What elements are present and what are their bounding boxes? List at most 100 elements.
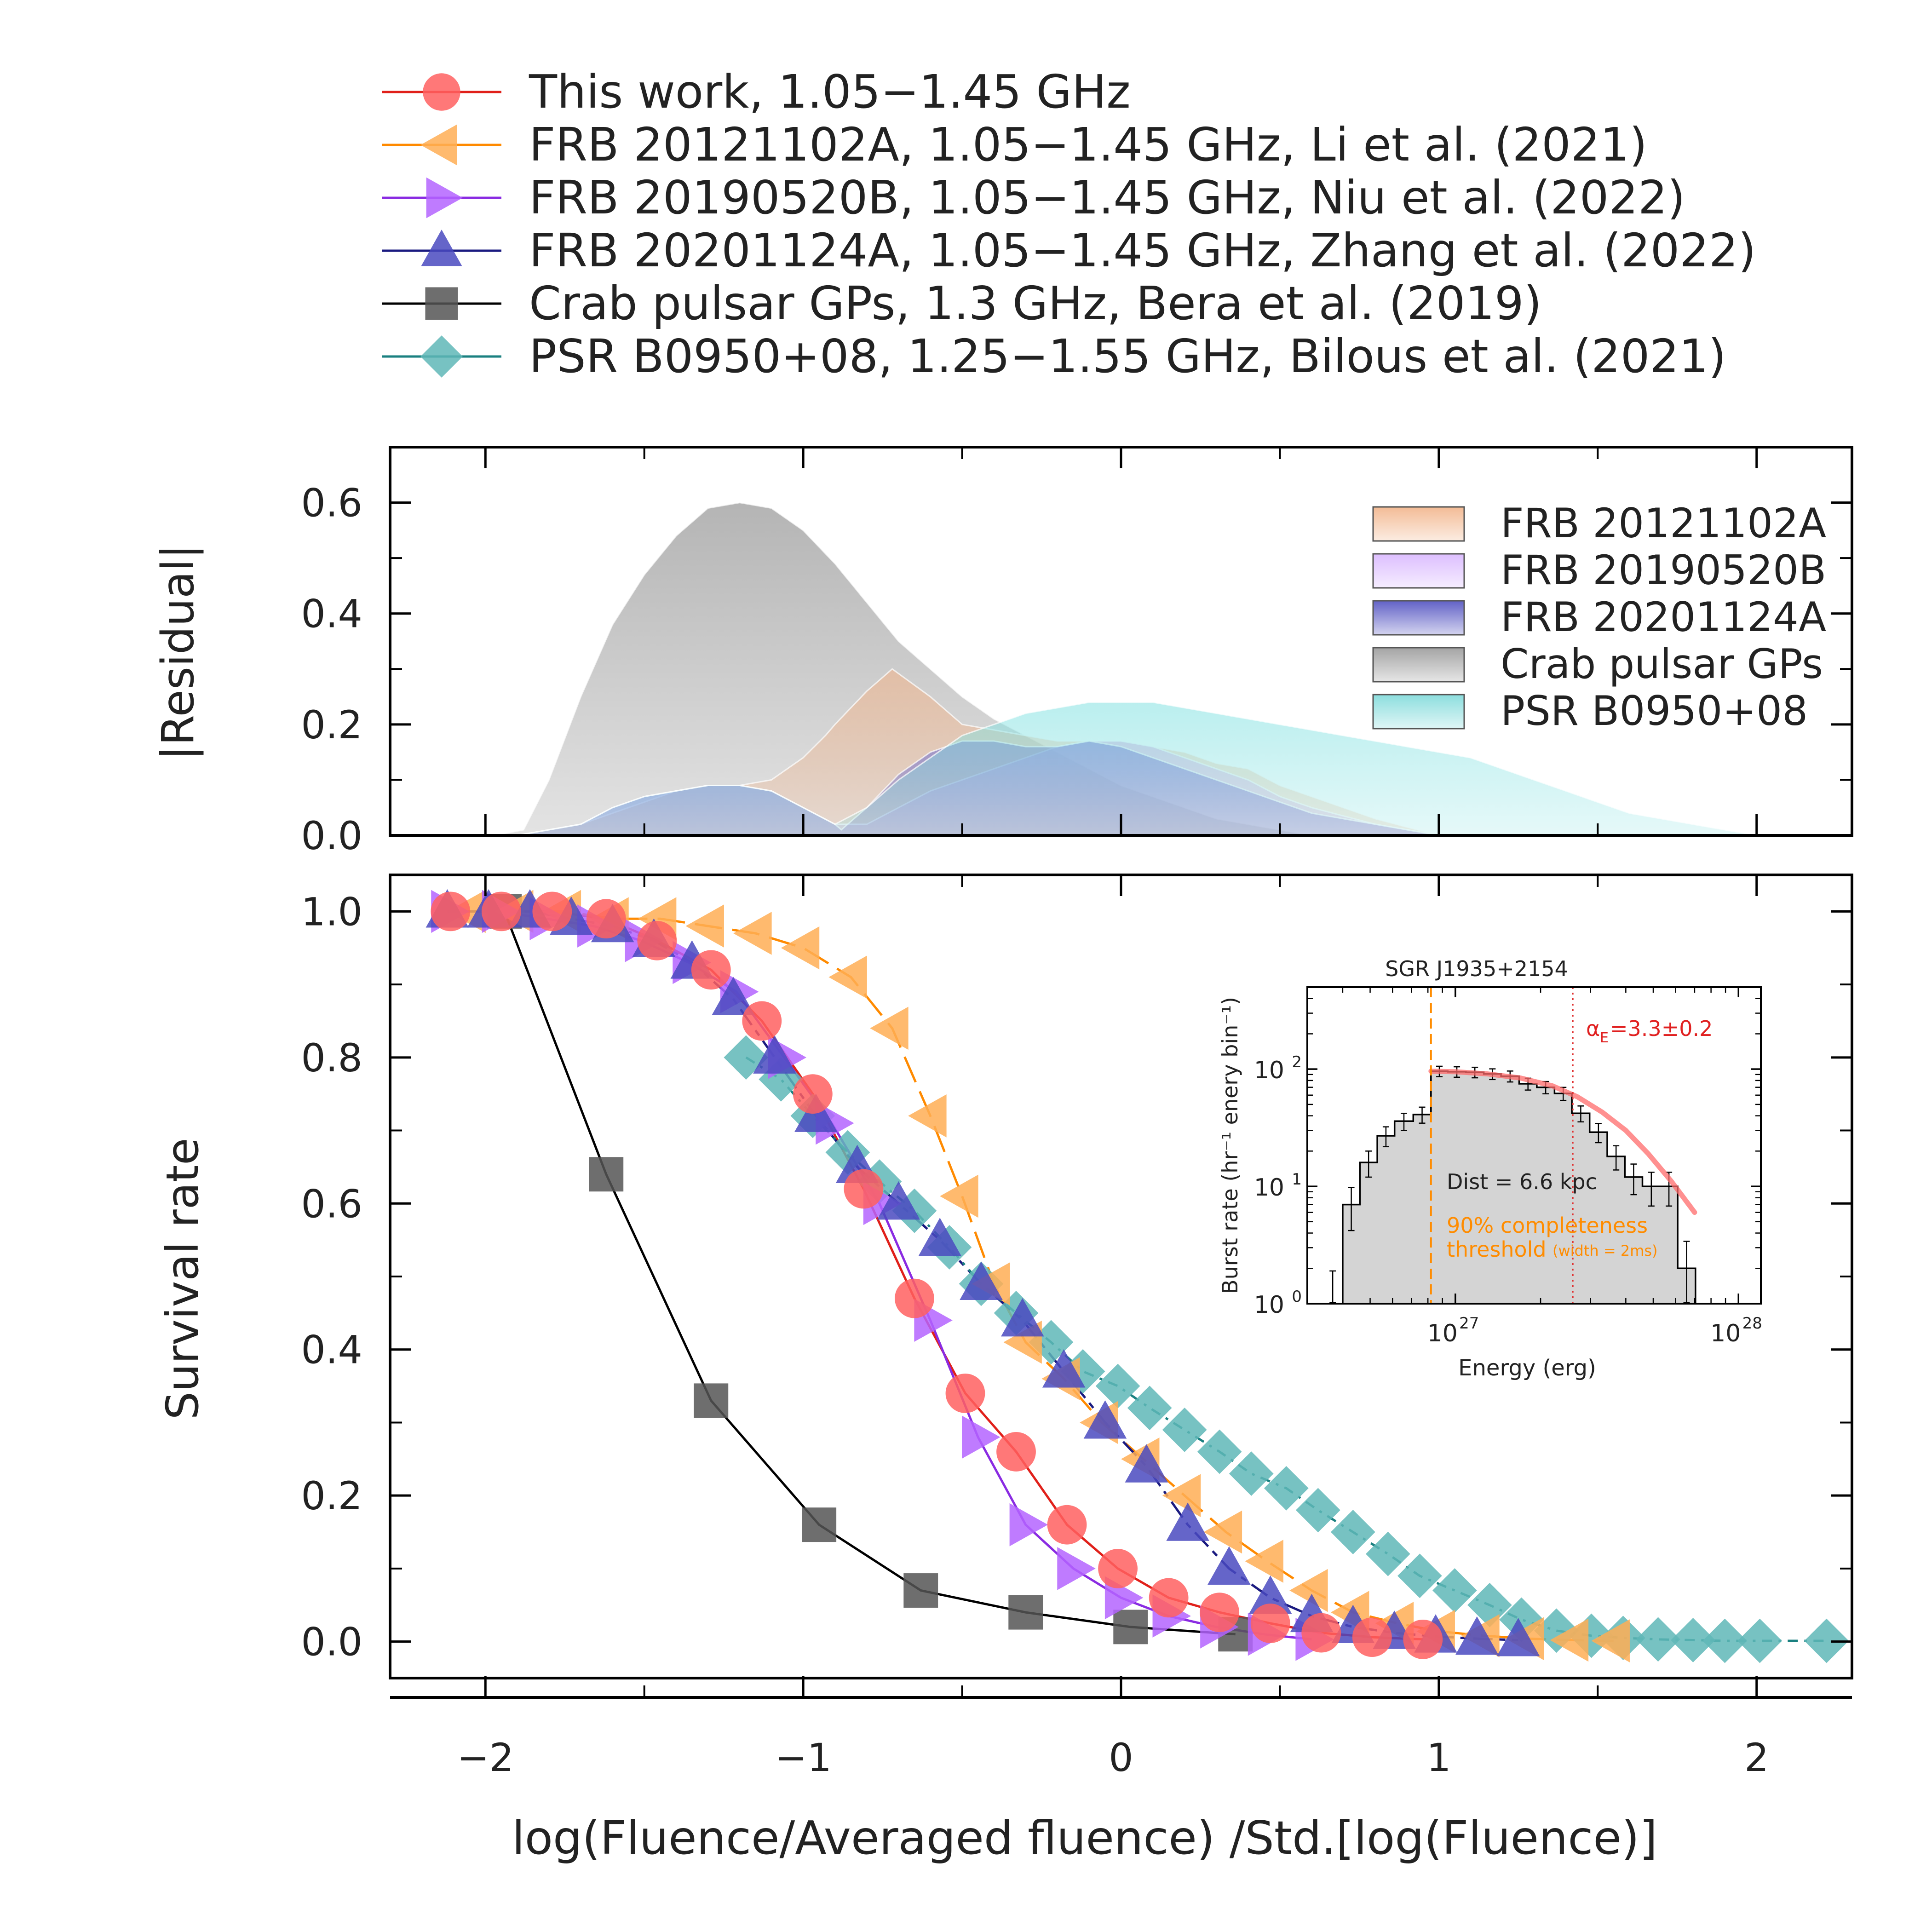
data-point-diamond [1534, 1608, 1579, 1653]
inset-y-tick-label: 10 [1254, 1174, 1284, 1202]
legend-label: FRB 20201124A, 1.05−1.45 GHz, Zhang et a… [529, 224, 1756, 277]
residual-legend-label: FRB 20190520B [1501, 546, 1826, 594]
completeness-annotation-line2: threshold [1447, 1237, 1547, 1262]
data-point-triangle-left [1162, 1474, 1201, 1517]
residual-y-tick-label: 0.0 [301, 813, 362, 858]
inset-y-tick-exponent: 2 [1292, 1053, 1302, 1071]
data-point-triangle-left [1289, 1569, 1328, 1612]
fit-curve [1428, 1069, 1697, 1215]
data-point-circle [742, 1001, 782, 1041]
data-point-triangle-up [1083, 1400, 1127, 1439]
alpha-annotation: α E =3.3±0.2 [1586, 1016, 1713, 1046]
data-point-square [1113, 1610, 1148, 1644]
data-point-diamond [1127, 1386, 1172, 1431]
data-point-square [903, 1573, 938, 1608]
alpha-symbol: α [1586, 1016, 1600, 1041]
residual-area-psr-b0950-08 [494, 702, 1757, 835]
survival-y-tick-label: 1.0 [301, 889, 362, 934]
distance-annotation: Dist = 6.6 kpc [1447, 1169, 1597, 1194]
data-point-circle [1098, 1549, 1138, 1588]
data-point-circle [945, 1374, 985, 1413]
legend-entry-frb-20121102a-1-05-1-45-ghz-li-et-al-2021: FRB 20121102A, 1.05−1.45 GHz, Li et al. … [382, 118, 1647, 172]
error-bar [1630, 1163, 1637, 1196]
legend-label: FRB 20121102A, 1.05−1.45 GHz, Li et al. … [529, 118, 1647, 172]
data-point-diamond [1264, 1466, 1309, 1511]
legend-marker-diamond [420, 335, 463, 378]
data-point-triangle-left [1203, 1510, 1242, 1554]
legend-label: FRB 20190520B, 1.05−1.45 GHz, Niu et al.… [529, 171, 1685, 224]
residual-legend-label: PSR B0950+08 [1501, 687, 1808, 735]
data-point-triangle-up [960, 1261, 1003, 1300]
data-point-circle [996, 1432, 1036, 1472]
data-point-diamond [1229, 1451, 1274, 1496]
data-point-diamond [1365, 1531, 1410, 1576]
data-point-square [694, 1383, 729, 1418]
x-tick-label: 0 [1109, 1735, 1133, 1780]
data-point-diamond [1499, 1597, 1544, 1642]
residual-panel: 0.00.20.40.6 |Residual| FRB 20121102AFRB… [152, 446, 1853, 858]
residual-legend-label: FRB 20121102A [1501, 500, 1826, 547]
data-point-circle [1250, 1604, 1290, 1643]
residual-legend-label: Crab pulsar GPs [1501, 640, 1823, 688]
series-markers-square [487, 894, 1253, 1652]
residual-legend-entry-frb-20201124a: FRB 20201124A [1372, 593, 1826, 641]
data-point-diamond [1162, 1407, 1207, 1452]
error-bar [1365, 1150, 1372, 1178]
data-point-circle [1149, 1578, 1189, 1618]
series-markers-circle [431, 891, 1443, 1659]
data-point-square [589, 1157, 624, 1192]
survival-y-tick-label: 0.2 [301, 1473, 362, 1518]
alpha-subscript: E [1600, 1030, 1609, 1046]
legend-entry-frb-20190520b-1-05-1-45-ghz-niu-et-al-2022: FRB 20190520B, 1.05−1.45 GHz, Niu et al.… [382, 171, 1685, 224]
data-point-triangle-up [918, 1218, 962, 1256]
data-point-triangle-right [962, 1415, 1000, 1459]
data-point-diamond [1671, 1618, 1715, 1662]
data-point-diamond [825, 1130, 870, 1175]
data-point-diamond [1737, 1618, 1782, 1663]
data-point-triangle-up [877, 1181, 920, 1220]
legend-marker-circle [423, 73, 460, 111]
data-point-triangle-left [781, 926, 820, 970]
data-point-triangle-up [753, 1035, 796, 1074]
error-bar [1577, 1105, 1584, 1123]
inset-y-tick-label: 10 [1254, 1057, 1284, 1084]
data-point-triangle-left [733, 912, 772, 955]
error-bar [1382, 1126, 1389, 1148]
residual-y-tick-label: 0.4 [301, 592, 362, 637]
legend-label: Crab pulsar GPs, 1.3 GHz, Bera et al. (2… [529, 276, 1542, 330]
series-markers-triangle-right [431, 890, 1334, 1661]
data-point-triangle-left [940, 1174, 978, 1218]
residual-legend-swatch [1372, 647, 1465, 683]
inset-x-tick-exponent: 27 [1459, 1314, 1479, 1333]
data-point-circle [895, 1278, 934, 1318]
data-point-diamond [1702, 1618, 1748, 1663]
inset-x-tick-label: 10 [1427, 1320, 1458, 1347]
residual-legend-swatch [1372, 600, 1465, 636]
residual-legend-entry-frb-20190520b: FRB 20190520B [1372, 546, 1826, 594]
data-point-diamond [1636, 1617, 1680, 1662]
inset-y-label: Burst rate (hr⁻¹ enery bin⁻¹) [1218, 997, 1242, 1294]
error-bar [1419, 1106, 1426, 1124]
data-point-triangle-up [1042, 1349, 1086, 1388]
completeness-annotation-width: (width = 2ms) [1552, 1242, 1658, 1259]
data-point-circle [793, 1074, 833, 1114]
residual-y-tick-label: 0.2 [301, 702, 362, 748]
data-point-circle [637, 920, 677, 960]
inset-title: SGR J1935+2154 [1385, 956, 1568, 981]
data-point-triangle-up [1166, 1502, 1209, 1541]
survival-panel: 0.00.20.40.60.81.0−2 −1 0 1 2 Survival rate … [157, 874, 1853, 1865]
survival-y-tick-label: 0.0 [301, 1620, 362, 1665]
alpha-value: =3.3±0.2 [1610, 1016, 1713, 1041]
error-bar [1683, 1241, 1690, 1304]
histogram-fill [1322, 1071, 1696, 1304]
residual-legend-entry-psr-b0950-08: PSR B0950+08 [1372, 687, 1808, 735]
residual-legend-swatch [1372, 553, 1465, 589]
data-point-triangle-left [685, 904, 724, 948]
inset-x-tick-label: 10 [1710, 1320, 1741, 1347]
data-point-circle [1301, 1613, 1341, 1653]
data-point-triangle-left [1550, 1618, 1589, 1662]
data-point-diamond [1330, 1510, 1375, 1554]
x-axis-label: log(Fluence/Averaged fluence) /Std.[log(… [512, 1811, 1657, 1865]
data-point-diamond [1197, 1429, 1242, 1474]
